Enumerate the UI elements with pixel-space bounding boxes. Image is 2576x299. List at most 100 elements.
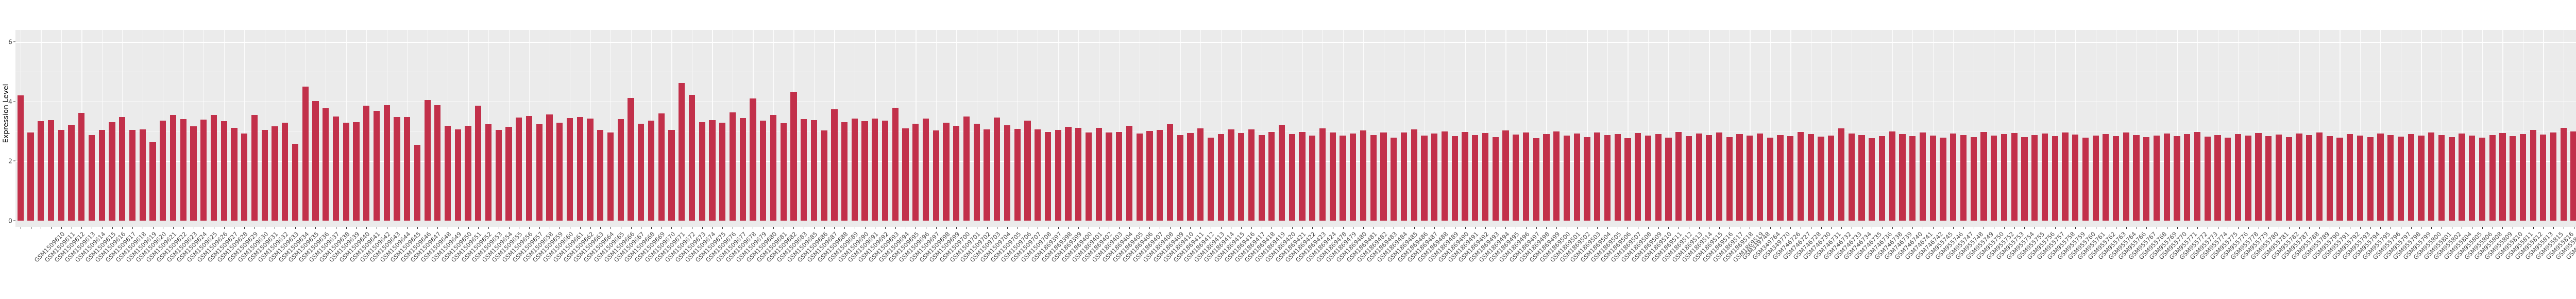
bar bbox=[516, 117, 522, 221]
gridline-vertical bbox=[2482, 30, 2483, 221]
gridline-vertical bbox=[1933, 30, 1934, 221]
bar bbox=[1278, 124, 1285, 221]
bar bbox=[292, 144, 299, 221]
gridline-vertical bbox=[1343, 30, 1344, 221]
x-axis-tick-mark bbox=[61, 227, 62, 229]
bar bbox=[2469, 135, 2476, 221]
bar bbox=[679, 82, 685, 221]
x-axis-tick-mark bbox=[1200, 227, 1201, 229]
gridline-vertical bbox=[2360, 30, 2361, 221]
bar bbox=[1482, 133, 1489, 221]
x-axis-tick-mark bbox=[580, 227, 581, 229]
x-axis-tick-mark bbox=[1770, 227, 1771, 229]
x-axis-tick-mark bbox=[1546, 227, 1547, 229]
bar bbox=[1685, 136, 1692, 221]
bar bbox=[1889, 131, 1895, 221]
gridline-vertical bbox=[2380, 30, 2381, 221]
bar bbox=[47, 120, 55, 221]
bar bbox=[149, 142, 156, 221]
bar bbox=[1157, 129, 1163, 221]
bar bbox=[1614, 134, 1621, 221]
bar bbox=[2357, 135, 2364, 221]
x-axis-tick-mark bbox=[2411, 227, 2412, 229]
gridline-vertical bbox=[468, 30, 469, 221]
bar bbox=[2092, 136, 2099, 221]
gridline-vertical bbox=[1058, 30, 1059, 221]
bar bbox=[1431, 134, 1438, 221]
x-axis-tick-mark bbox=[936, 227, 937, 229]
bar bbox=[272, 126, 278, 221]
bar bbox=[465, 125, 471, 221]
bar bbox=[841, 122, 848, 221]
x-axis-tick-mark bbox=[1699, 227, 1700, 229]
gridline-vertical bbox=[1221, 30, 1222, 221]
gridline-vertical bbox=[1770, 30, 1771, 221]
bar bbox=[1929, 135, 1936, 221]
bar bbox=[1268, 132, 1275, 221]
x-axis-tick-mark bbox=[101, 227, 103, 229]
x-axis-tick-mark bbox=[152, 227, 154, 229]
bar bbox=[1462, 132, 1468, 221]
gridline-vertical bbox=[2319, 30, 2320, 221]
bar bbox=[1726, 137, 1733, 221]
x-axis-tick-mark bbox=[2126, 227, 2127, 229]
x-axis-tick-mark bbox=[814, 227, 815, 229]
x-axis-tick-mark bbox=[417, 227, 418, 229]
bar bbox=[38, 121, 44, 221]
bar bbox=[109, 122, 115, 221]
gridline-vertical bbox=[101, 30, 103, 221]
bar bbox=[628, 97, 634, 221]
bar bbox=[2387, 135, 2394, 221]
x-axis-tick-mark bbox=[132, 227, 133, 229]
x-axis-tick-mark bbox=[987, 227, 988, 229]
bar bbox=[1950, 134, 1957, 221]
x-axis-tick-mark bbox=[2289, 227, 2290, 229]
x-axis-tick-mark bbox=[1170, 227, 1171, 229]
x-axis-tick-mark bbox=[2533, 227, 2534, 229]
bar bbox=[485, 124, 492, 221]
x-axis-tick-mark bbox=[2431, 227, 2432, 229]
bar bbox=[1899, 134, 1906, 221]
x-axis-label-group: GSM1509610 GSM1509611 GSM1509612 GSM1509613… bbox=[15, 229, 2576, 299]
bar bbox=[2296, 134, 2302, 221]
bar bbox=[1522, 132, 1530, 221]
bar bbox=[2540, 134, 2547, 221]
bar bbox=[1777, 135, 1784, 221]
x-axis-tick-mark bbox=[1597, 227, 1598, 229]
bar bbox=[2082, 138, 2089, 221]
bar bbox=[1319, 128, 1326, 221]
gridline-vertical bbox=[1119, 30, 1120, 221]
bar bbox=[1970, 137, 1977, 221]
bar bbox=[68, 124, 75, 221]
gridline-vertical bbox=[509, 30, 510, 221]
bar bbox=[1858, 135, 1865, 221]
x-axis-tick-mark bbox=[865, 227, 866, 229]
bar bbox=[1635, 133, 1641, 221]
bar bbox=[790, 92, 797, 221]
x-axis-tick-mark bbox=[478, 227, 479, 229]
gridline-vertical bbox=[671, 30, 672, 221]
x-axis-tick-mark bbox=[824, 227, 825, 229]
bar bbox=[546, 114, 553, 221]
bar bbox=[434, 105, 441, 221]
bar bbox=[1187, 133, 1194, 221]
bar bbox=[526, 116, 533, 221]
bar bbox=[2438, 135, 2445, 221]
x-axis-tick-mark bbox=[1912, 227, 1913, 229]
bar bbox=[200, 120, 207, 221]
bar bbox=[27, 132, 34, 221]
x-axis-tick-mark bbox=[244, 227, 245, 229]
y-axis-title-text: Expression Level bbox=[2, 84, 10, 143]
bar bbox=[699, 122, 705, 221]
x-axis-tick-mark bbox=[183, 227, 184, 229]
bar bbox=[719, 122, 726, 221]
bar bbox=[1665, 137, 1672, 221]
bar bbox=[1044, 131, 1052, 221]
bar bbox=[2418, 136, 2425, 221]
bar bbox=[760, 121, 767, 221]
x-axis-tick-mark bbox=[1658, 227, 1659, 229]
bar bbox=[1736, 134, 1743, 221]
gridline-major-horizontal bbox=[15, 101, 2576, 103]
x-axis-tick-mark bbox=[1363, 227, 1364, 229]
x-axis-tick-mark bbox=[1963, 227, 1964, 229]
